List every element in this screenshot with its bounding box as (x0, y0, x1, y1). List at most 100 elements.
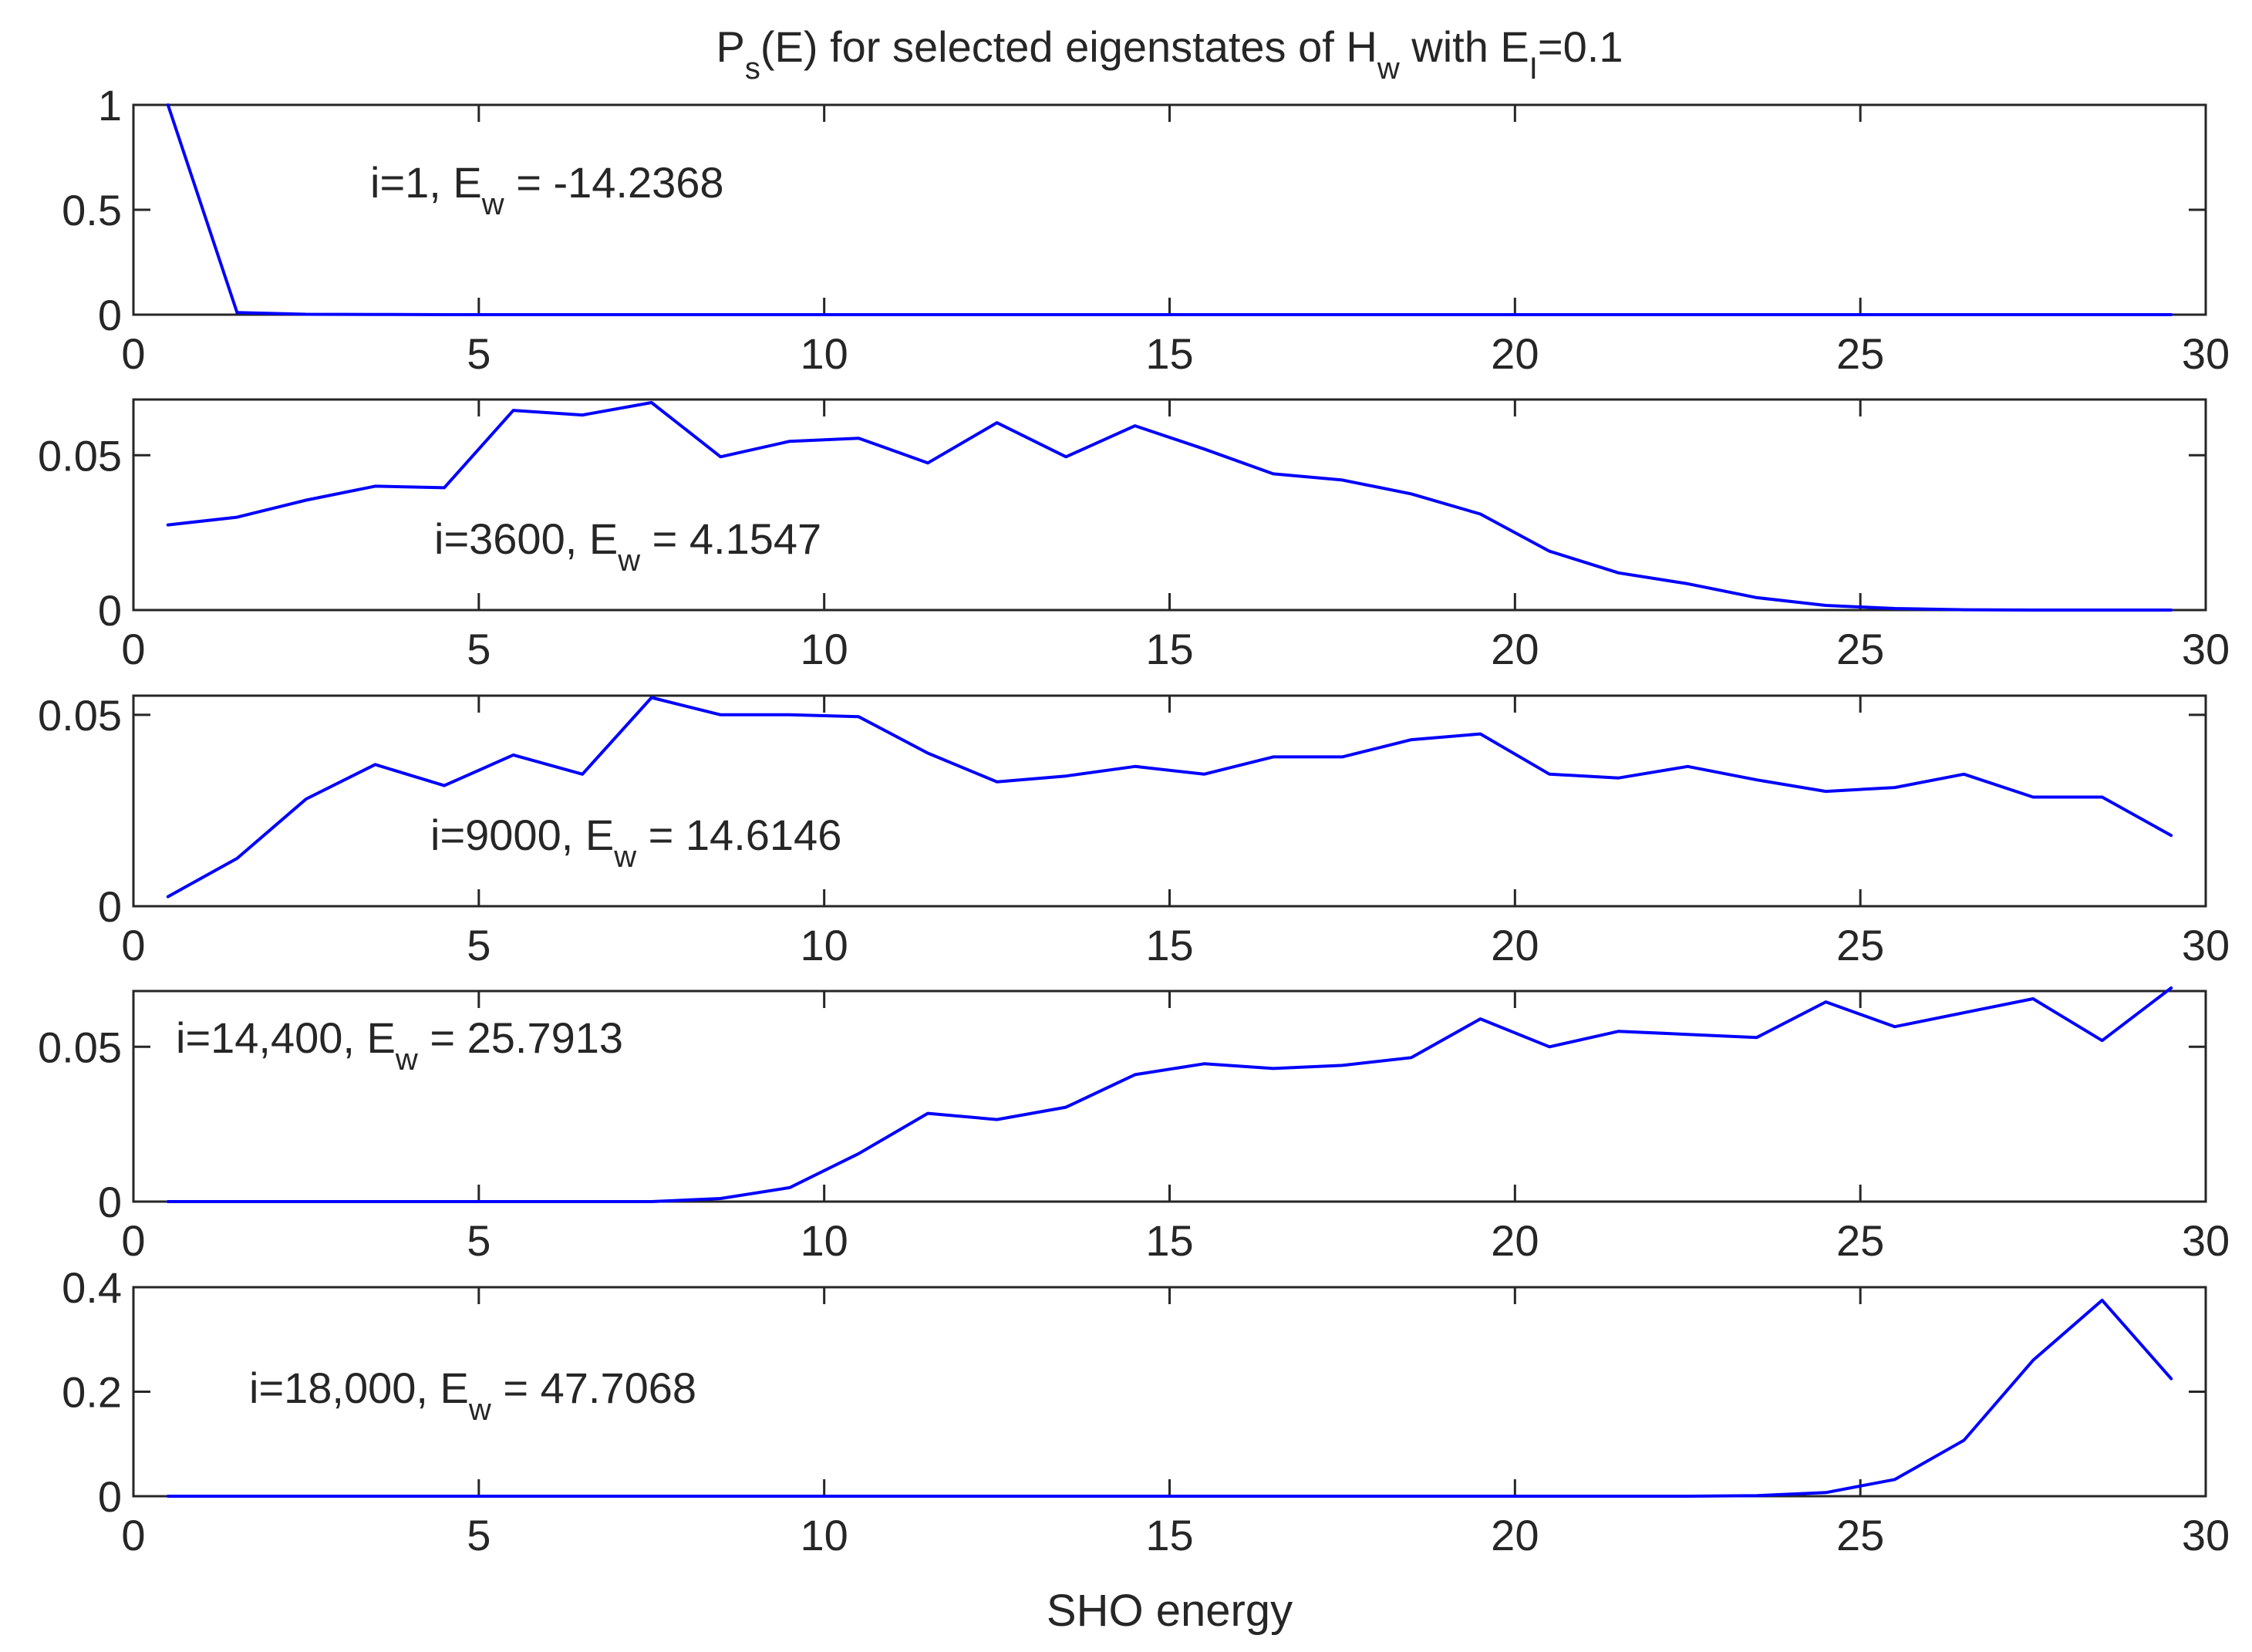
data-point (1202, 313, 1205, 316)
data-point (650, 1200, 653, 1203)
data-point (2101, 609, 2104, 612)
data-point (1686, 582, 1689, 585)
data-point (1893, 313, 1896, 316)
data-point (1824, 313, 1827, 316)
x-tick-label: 15 (1145, 625, 1193, 673)
data-point (1272, 313, 1275, 316)
panel-annotation-part-0: i=9000, E (430, 811, 614, 859)
x-tick-label: 0 (121, 329, 145, 378)
x-tick-label: 25 (1836, 1216, 1884, 1265)
data-point (1202, 773, 1205, 776)
panel-annotation-part-2: = 14.6146 (636, 811, 841, 859)
data-point (1340, 755, 1343, 758)
panel-annotation: i=18,000, Ew = 47.7068 (249, 1364, 696, 1427)
x-tick-label: 10 (801, 921, 848, 969)
data-point (650, 313, 653, 316)
series-line-5 (166, 1298, 2173, 1498)
data-point (719, 313, 722, 316)
x-tick-label: 20 (1491, 625, 1539, 673)
data-point (2169, 834, 2173, 837)
y-tick-label: 0 (98, 882, 122, 931)
data-point (1686, 1495, 1689, 1498)
data-point (1755, 596, 1758, 599)
y-tick-label: 0 (98, 1178, 122, 1226)
data-point (1963, 609, 1966, 612)
data-point (996, 313, 999, 316)
panel-annotation-part-0: i=18,000, E (249, 1364, 469, 1412)
data-point (857, 1152, 860, 1155)
panel-annotation: i=1, Ew = -14.2368 (370, 158, 724, 221)
data-point (1410, 492, 1413, 495)
x-tick-label: 15 (1145, 1511, 1193, 1559)
data-point (1064, 774, 1067, 777)
data-point (1963, 773, 1966, 776)
data-point (1340, 1495, 1343, 1498)
x-tick-label: 30 (2182, 1216, 2230, 1265)
x-tick-label: 0 (121, 921, 145, 969)
data-point (926, 461, 929, 464)
data-point (788, 713, 791, 716)
data-point (1479, 513, 1482, 516)
data-point (2031, 313, 2035, 316)
title-text: Ps(E) for selected eigenstates of Hw wit… (716, 22, 1623, 86)
x-tick-label: 0 (121, 625, 145, 673)
y-tick-label: 0.5 (62, 186, 122, 234)
x-tick-label: 10 (801, 329, 848, 378)
x-tick-label: 15 (1145, 329, 1193, 378)
x-tick-label: 20 (1491, 329, 1539, 378)
data-point (1963, 1439, 1966, 1442)
data-point (443, 313, 446, 316)
data-point (235, 1200, 238, 1203)
data-point (305, 312, 308, 315)
panel-annotation-part-2: = -14.2368 (504, 158, 724, 207)
data-point (1824, 1000, 1827, 1003)
data-point (305, 1495, 308, 1498)
data-point (512, 313, 515, 316)
subplot-5: 0 5 10 15 20 25 30 0 0.2 0.4 i=18,000, Ew = 47.706… (62, 1263, 2230, 1559)
data-point (1824, 790, 1827, 793)
axes-frame (132, 694, 2207, 908)
y-tick-label: 0 (98, 291, 122, 339)
x-tick-label: 20 (1491, 1511, 1539, 1559)
x-tick-label: 15 (1145, 921, 1193, 969)
series-line-4 (166, 986, 2173, 1203)
data-point (650, 401, 653, 404)
data-point (1410, 1495, 1413, 1498)
data-point (167, 1200, 170, 1203)
x-tick-label: 5 (467, 1511, 491, 1559)
data-point (1410, 738, 1413, 741)
y-tick-label: 1 (98, 81, 122, 130)
subplot-4: 0 5 10 15 20 25 30 0 0.05 i=14,400, Ew = 25.7913 (38, 986, 2230, 1265)
data-point (2101, 1039, 2104, 1042)
x-tick-label: 0 (121, 1216, 145, 1265)
data-point (1963, 313, 1966, 316)
x-tick-label: 25 (1836, 329, 1884, 378)
data-point (996, 780, 999, 784)
data-point (2169, 986, 2173, 990)
x-tick-label: 30 (2182, 625, 2230, 673)
panel-annotation: i=3600, Ew = 4.1547 (434, 514, 821, 578)
x-tick-label: 20 (1491, 921, 1539, 969)
title-text-part-6: =0.1 (1538, 22, 1623, 71)
data-point (1410, 313, 1413, 316)
data-point (2031, 609, 2035, 612)
data-point (2169, 1377, 2173, 1381)
chart-root: Ps(E) for selected eigenstates of Hw wit… (38, 22, 2230, 1636)
data-point (857, 1495, 860, 1498)
axes-frame (132, 990, 2207, 1203)
data-point (581, 773, 584, 776)
data-point (1202, 1062, 1205, 1065)
data-point (926, 1112, 929, 1115)
data-point (926, 751, 929, 754)
data-point (857, 715, 860, 718)
series-line-2 (166, 401, 2173, 612)
panel-annotation-part-1: w (617, 544, 640, 578)
data-point (719, 1197, 722, 1200)
data-point (926, 313, 929, 316)
x-tick-label: 10 (801, 625, 848, 673)
title-text-part-5: I (1529, 52, 1538, 86)
panel-annotation: i=9000, Ew = 14.6146 (430, 811, 841, 874)
data-point (1548, 773, 1551, 776)
data-point (1686, 1033, 1689, 1036)
data-point (512, 754, 515, 757)
